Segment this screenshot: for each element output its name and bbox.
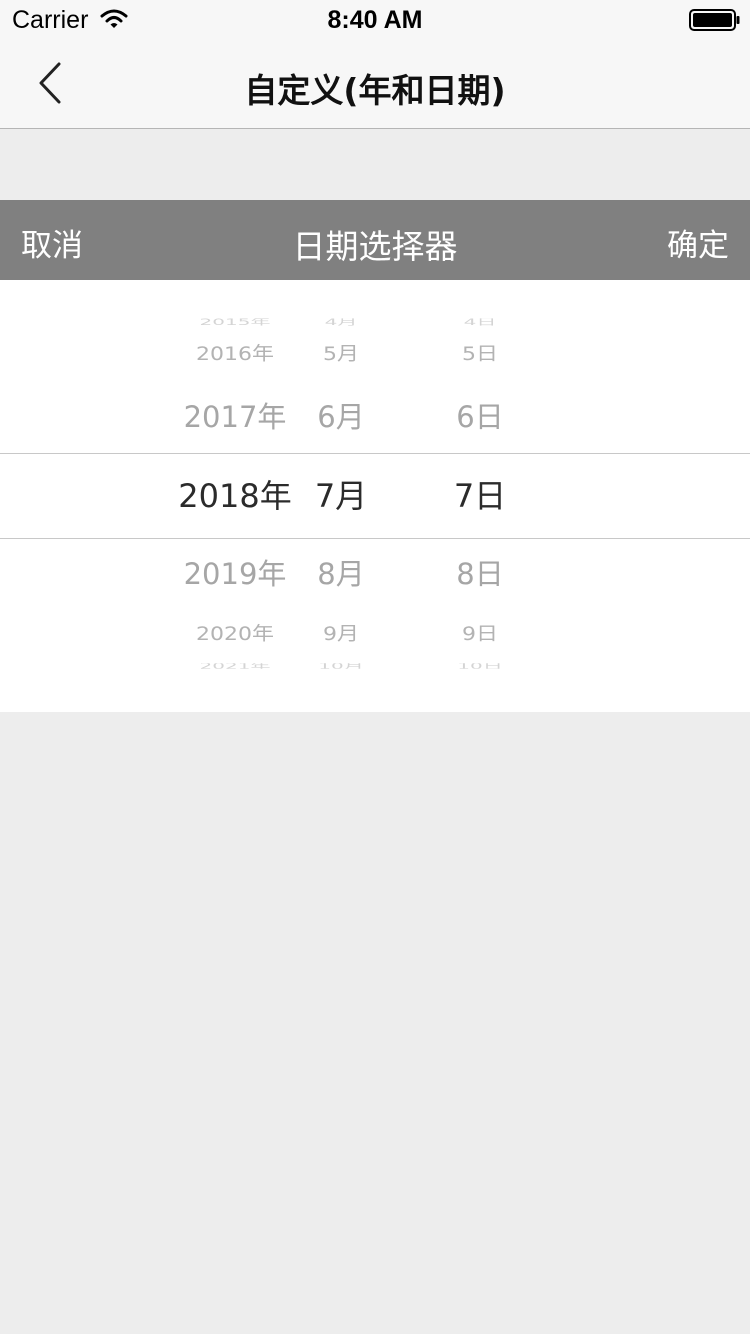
date-picker[interactable]: 2015年 2016年 2017年 2018年 2019年 2020年 2021… [0, 280, 750, 712]
year-option[interactable]: 2016年 [196, 343, 274, 366]
year-option[interactable]: 2019年 [183, 557, 287, 591]
cancel-button[interactable]: 取消 [21, 228, 83, 264]
day-wheel[interactable]: 4日 5日 6日 7日 8日 9日 10日 [442, 280, 518, 712]
month-option[interactable]: 5月 [323, 343, 359, 366]
battery-icon [689, 9, 740, 31]
month-option[interactable]: 6月 [317, 400, 365, 434]
year-wheel[interactable]: 2015年 2016年 2017年 2018年 2019年 2020年 2021… [170, 280, 300, 712]
page-title: 自定义(年和日期) [244, 71, 506, 110]
navigation-bar: 自定义(年和日期) [0, 40, 750, 129]
day-option[interactable]: 8日 [456, 557, 504, 591]
year-option[interactable]: 2015年 [199, 318, 271, 326]
wifi-icon [100, 9, 128, 28]
day-option[interactable]: 5日 [462, 343, 498, 366]
month-option-selected[interactable]: 7月 [314, 477, 368, 515]
day-option-selected[interactable]: 7日 [453, 477, 507, 515]
carrier-label: Carrier [12, 6, 89, 34]
year-option[interactable]: 2017年 [183, 400, 287, 434]
year-option[interactable]: 2021年 [170, 663, 300, 668]
year-option[interactable]: 2020年 [196, 623, 274, 646]
day-option[interactable]: 9日 [462, 623, 498, 646]
month-option[interactable]: 4月 [324, 318, 358, 326]
year-option-selected[interactable]: 2018年 [178, 477, 292, 515]
chevron-left-icon [39, 62, 61, 104]
status-time: 8:40 AM [327, 6, 423, 34]
day-option[interactable]: 4日 [463, 318, 497, 326]
back-button[interactable] [26, 54, 86, 114]
month-option[interactable]: 10月 [305, 663, 377, 668]
status-bar: Carrier 8:40 AM [0, 0, 750, 40]
month-option[interactable]: 8月 [317, 557, 365, 591]
day-option[interactable]: 10日 [442, 663, 518, 668]
day-option[interactable]: 6日 [456, 400, 504, 434]
picker-toolbar: 取消 日期选择器 确定 [0, 200, 750, 280]
month-option[interactable]: 9月 [323, 623, 359, 646]
picker-title: 日期选择器 [292, 227, 458, 266]
selection-line-bottom [0, 538, 750, 539]
selection-line-top [0, 453, 750, 454]
confirm-button[interactable]: 确定 [667, 228, 729, 264]
month-wheel[interactable]: 4月 5月 6月 7月 8月 9月 10月 [305, 280, 377, 712]
